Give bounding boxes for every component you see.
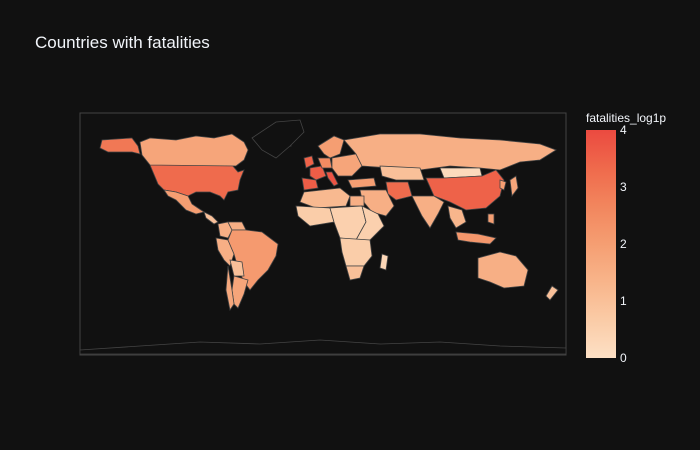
country-united-kingdom[interactable] — [303, 155, 315, 169]
country-france[interactable] — [309, 165, 327, 181]
colorbar-title: fatalities_log1p — [586, 111, 667, 125]
country-kazakhstan[interactable] — [379, 165, 425, 181]
colorbar — [586, 130, 616, 358]
country-indonesia[interactable] — [455, 231, 497, 245]
country-turkey[interactable] — [347, 177, 377, 189]
country-italy[interactable] — [325, 171, 339, 187]
country-madagascar[interactable] — [379, 253, 389, 271]
country-japan[interactable] — [509, 175, 519, 198]
colorbar-tick: 4 — [620, 123, 627, 137]
colorbar-tick: 1 — [620, 294, 627, 308]
country-alaska[interactable] — [99, 137, 141, 155]
colorbar-tick: 3 — [620, 180, 627, 194]
chart-title: Countries with fatalities — [35, 33, 210, 52]
country-australia[interactable] — [477, 251, 529, 289]
country-central-america[interactable] — [203, 211, 219, 225]
countries-layer[interactable] — [79, 119, 567, 355]
colorbar-tick: 0 — [620, 351, 627, 365]
country-china[interactable] — [425, 169, 505, 211]
country-chile[interactable] — [225, 265, 235, 312]
colorbar-tick: 2 — [620, 237, 627, 251]
country-greenland[interactable] — [251, 119, 305, 159]
country-india[interactable] — [411, 195, 445, 229]
country-korea[interactable] — [499, 179, 507, 191]
country-brazil[interactable] — [227, 229, 279, 291]
country-new-zealand[interactable] — [545, 285, 559, 301]
country-west-africa[interactable] — [295, 205, 335, 227]
country-philippines[interactable] — [487, 213, 495, 225]
country-south-africa[interactable] — [345, 265, 365, 281]
country-scandinavia[interactable] — [317, 135, 345, 159]
country-southeast-asia[interactable] — [447, 205, 467, 229]
country-iran[interactable] — [385, 181, 413, 201]
country-bolivia[interactable] — [229, 259, 245, 277]
country-north-africa[interactable] — [299, 187, 351, 209]
country-canada[interactable] — [139, 133, 249, 167]
country-spain[interactable] — [301, 177, 319, 191]
country-antarctica[interactable] — [79, 339, 567, 355]
country-egypt[interactable] — [349, 195, 365, 207]
country-southern-africa[interactable] — [339, 237, 373, 267]
